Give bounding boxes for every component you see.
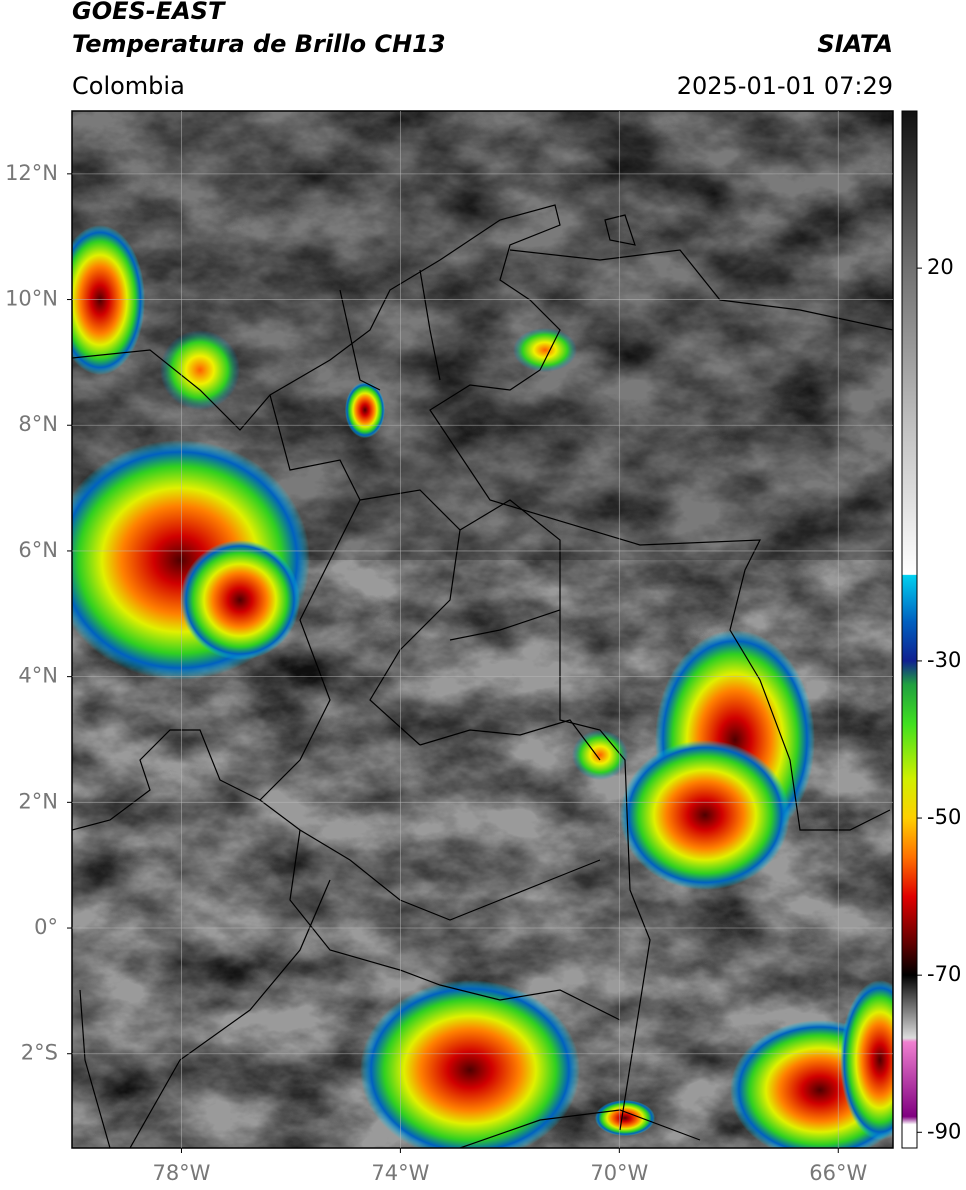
colorbar-tick-label: -90 (927, 1119, 961, 1143)
y-tick-label: 2°S (21, 1041, 58, 1065)
colorbar-tick-label: -70 (927, 962, 961, 986)
colorbar-tick-label: -50 (927, 805, 961, 829)
region: Colombia (72, 72, 185, 100)
y-tick-label: 10°N (5, 287, 58, 311)
x-tick-label: 78°W (152, 1161, 210, 1185)
title: GOES-EAST (72, 0, 226, 25)
y-tick-label: 0° (34, 915, 58, 939)
x-tick-label: 66°W (809, 1161, 867, 1185)
colorbar-tick-label: 20 (927, 255, 954, 279)
y-tick-label: 6°N (18, 538, 58, 562)
y-tick-label: 8°N (18, 412, 58, 436)
x-tick-label: 70°W (590, 1161, 648, 1185)
map-frame (71, 110, 894, 1149)
colorbar-tick-label: -30 (927, 648, 961, 672)
satellite-image (72, 111, 893, 1148)
y-tick-label: 12°N (5, 161, 58, 185)
x-tick-label: 74°W (371, 1161, 429, 1185)
colorbar (901, 110, 918, 1149)
y-tick-label: 4°N (18, 664, 58, 688)
source: SIATA (817, 30, 893, 58)
subtitle: Temperatura de Brillo CH13 (72, 30, 446, 58)
y-tick-label: 2°N (18, 789, 58, 813)
datetime: 2025-01-01 07:29 (677, 72, 893, 100)
